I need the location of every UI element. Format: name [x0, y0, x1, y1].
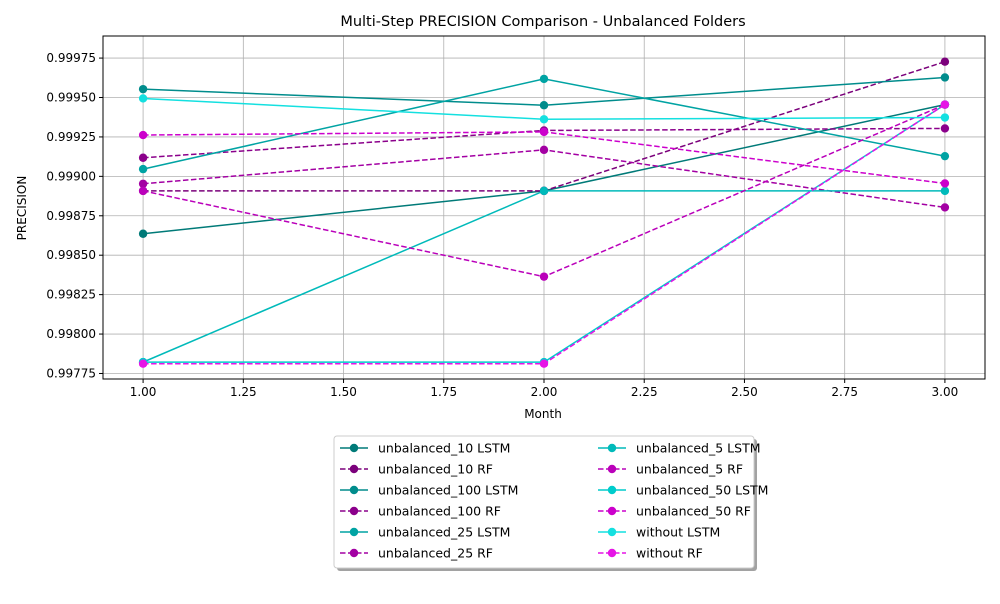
data-point-unbalanced-100-rf — [138, 153, 148, 162]
data-point-unbalanced-50-rf — [539, 127, 549, 137]
data-point-unbalanced-100-lstm — [940, 73, 950, 82]
legend-swatch-marker — [349, 485, 359, 495]
data-point-unbalanced-100-lstm — [138, 84, 148, 94]
legend-swatch-marker — [349, 527, 359, 537]
x-tick-label: 1.00 — [130, 385, 157, 399]
y-tick-label: 0.99800 — [46, 327, 96, 341]
y-tick-label: 0.99775 — [46, 366, 96, 380]
grid — [103, 36, 985, 379]
legend-label: unbalanced_25 LSTM — [378, 525, 510, 540]
plot-lines — [138, 57, 950, 368]
legend-label: unbalanced_100 RF — [378, 504, 501, 519]
data-point-without-rf — [940, 100, 950, 109]
y-tick-label: 0.99825 — [46, 288, 96, 302]
data-point-without-lstm — [539, 115, 549, 124]
legend-label: without RF — [636, 546, 703, 561]
legend-swatch-marker — [607, 443, 617, 453]
legend-swatch-marker — [607, 548, 617, 558]
y-tick-label: 0.99975 — [46, 51, 96, 65]
legend-swatch-marker — [349, 548, 359, 558]
data-point-unbalanced-100-rf — [940, 124, 950, 133]
legend-swatch-marker — [607, 485, 617, 495]
y-tick-label: 0.99925 — [46, 130, 96, 144]
data-point-unbalanced-5-lstm — [539, 186, 549, 196]
data-point-unbalanced-25-rf — [138, 179, 148, 188]
data-point-unbalanced-25-lstm — [940, 151, 950, 161]
data-point-without-lstm — [940, 113, 950, 122]
y-tick-label: 0.99900 — [46, 169, 96, 183]
x-axis-label: Month — [524, 407, 562, 421]
x-tick-label: 2.75 — [831, 385, 858, 399]
legend: unbalanced_10 LSTM unbalanced_10 RF unbala… — [333, 435, 768, 571]
legend-box — [333, 435, 755, 569]
legend-label: unbalanced_5 RF — [636, 462, 743, 477]
legend-label: unbalanced_10 RF — [378, 462, 493, 477]
data-point-unbalanced-25-lstm — [539, 74, 549, 84]
legend-swatch-marker — [349, 506, 359, 516]
y-tick-label: 0.99950 — [46, 91, 96, 105]
x-tick-label: 1.75 — [430, 385, 457, 399]
legend-label: unbalanced_25 RF — [378, 546, 493, 561]
data-point-unbalanced-25-rf — [539, 145, 549, 155]
data-point-without-rf — [539, 359, 549, 368]
data-point-unbalanced-5-rf — [138, 186, 148, 196]
x-axis: 1.00 1.25 1.50 1.75 2.00 2.25 2.50 2.75 3.00 — [130, 379, 959, 399]
legend-swatch-marker — [607, 506, 617, 516]
x-tick-label: 1.25 — [230, 385, 257, 399]
data-point-unbalanced-100-lstm — [539, 101, 549, 110]
legend-label: unbalanced_100 LSTM — [378, 483, 518, 498]
chart-title: Multi-Step PRECISION Comparison - Unbala… — [340, 14, 745, 30]
data-point-unbalanced-50-rf — [940, 179, 950, 188]
legend-label: unbalanced_50 LSTM — [636, 483, 768, 498]
legend-label: without LSTM — [636, 525, 720, 540]
x-tick-label: 3.00 — [932, 385, 959, 399]
x-tick-label: 1.50 — [330, 385, 357, 399]
x-tick-label: 2.25 — [631, 385, 658, 399]
data-point-unbalanced-10-rf — [940, 57, 950, 66]
data-point-unbalanced-25-rf — [940, 203, 950, 212]
data-point-unbalanced-5-rf — [539, 272, 549, 281]
legend-swatch-marker — [607, 527, 617, 537]
data-point-unbalanced-10-lstm — [138, 229, 148, 238]
y-axis: 0.99775 0.99800 0.99825 0.99850 0.99875 0.999… — [46, 51, 103, 380]
x-tick-label: 2.00 — [531, 385, 558, 399]
data-point-without-lstm — [138, 94, 148, 103]
data-point-unbalanced-50-rf — [138, 130, 148, 140]
data-point-without-rf — [138, 359, 148, 368]
legend-swatch-marker — [607, 464, 617, 474]
legend-label: unbalanced_5 LSTM — [636, 441, 761, 456]
data-point-unbalanced-25-lstm — [138, 164, 148, 174]
legend-swatch-marker — [349, 443, 359, 453]
x-tick-label: 2.50 — [731, 385, 758, 399]
legend-swatch-marker — [349, 464, 359, 474]
legend-label: unbalanced_50 RF — [636, 504, 751, 519]
y-tick-label: 0.99875 — [46, 209, 96, 223]
y-tick-label: 0.99850 — [46, 248, 96, 262]
data-point-unbalanced-5-lstm — [940, 186, 950, 196]
y-axis-label: PRECISION — [15, 176, 29, 241]
legend-label: unbalanced_10 LSTM — [378, 441, 510, 456]
